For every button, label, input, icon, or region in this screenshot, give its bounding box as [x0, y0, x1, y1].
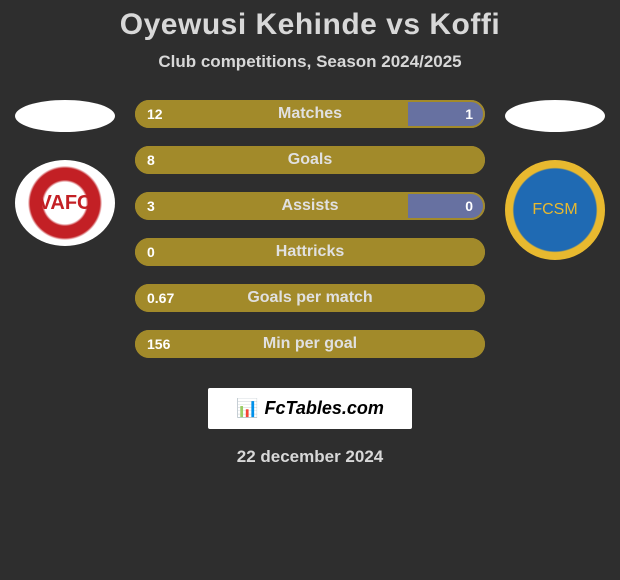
fcsm-logo-icon: FCSM [505, 160, 605, 260]
stat-label: Matches [278, 105, 342, 123]
stat-row: 0 Hattricks [135, 238, 485, 266]
stat-value-left: 3 [147, 198, 155, 214]
season-subtitle: Club competitions, Season 2024/2025 [158, 52, 461, 72]
stat-fill-left [135, 100, 408, 128]
stat-label: Min per goal [263, 335, 357, 353]
right-player-column: FCSM [505, 100, 605, 260]
stat-value-right: 0 [465, 198, 473, 214]
stat-row: 3 Assists 0 [135, 192, 485, 220]
footer-date: 22 december 2024 [237, 447, 384, 467]
stat-fill-right [408, 192, 485, 220]
stat-label: Goals [288, 151, 332, 169]
stat-label: Hattricks [276, 243, 344, 261]
comparison-title: Oyewusi Kehinde vs Koffi [120, 8, 500, 42]
stat-fill-left [135, 192, 408, 220]
vafc-logo-icon: VAFC [24, 162, 106, 244]
stat-fill-right [408, 100, 485, 128]
stat-row: 0.67 Goals per match [135, 284, 485, 312]
stat-label: Goals per match [247, 289, 372, 307]
stat-label: Assists [282, 197, 339, 215]
stat-value-left: 156 [147, 336, 170, 352]
stat-value-left: 0 [147, 244, 155, 260]
stat-value-left: 8 [147, 152, 155, 168]
watermark-badge: 📊 FcTables.com [208, 388, 412, 429]
stat-row: 156 Min per goal [135, 330, 485, 358]
stat-value-left: 12 [147, 106, 163, 122]
left-team-logo: VAFC [15, 160, 115, 246]
left-player-column: VAFC [15, 100, 115, 246]
stat-row: 8 Goals [135, 146, 485, 174]
comparison-body: VAFC 12 Matches 1 8 Goals 3 Assists 0 0 Hattricks… [0, 100, 620, 358]
stat-row: 12 Matches 1 [135, 100, 485, 128]
stat-value-right: 1 [465, 106, 473, 122]
stat-value-left: 0.67 [147, 290, 174, 306]
watermark-text: FcTables.com [265, 398, 384, 419]
stats-column: 12 Matches 1 8 Goals 3 Assists 0 0 Hattricks 0.67 G… [135, 100, 485, 358]
chart-icon: 📊 [236, 398, 258, 419]
left-player-silhouette [15, 100, 115, 132]
right-player-silhouette [505, 100, 605, 132]
